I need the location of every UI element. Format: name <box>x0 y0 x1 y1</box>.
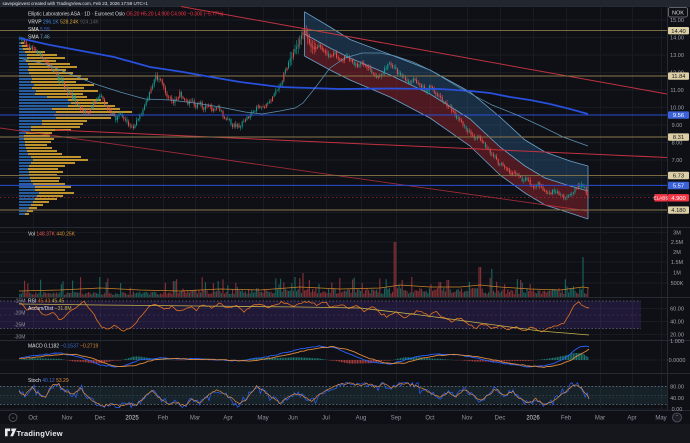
svg-text:2M: 2M <box>673 250 681 256</box>
svg-text:Aug: Aug <box>356 416 367 422</box>
svg-text:ELABS: ELABS <box>653 196 668 201</box>
svg-text:80.00: 80.00 <box>670 385 684 391</box>
svg-text:15.00: 15.00 <box>670 18 684 24</box>
svg-text:2025: 2025 <box>125 416 139 422</box>
svg-text:40.00: 40.00 <box>670 396 684 402</box>
svg-text:13.00: 13.00 <box>670 53 684 59</box>
svg-text:20.00: 20.00 <box>670 333 684 339</box>
svg-text:Apr: Apr <box>223 416 232 422</box>
svg-text:-20M: -20M <box>14 311 25 317</box>
svg-text:Nov: Nov <box>462 416 473 422</box>
svg-text:14.00: 14.00 <box>670 36 684 42</box>
svg-text:May: May <box>655 416 666 422</box>
svg-text:500K: 500K <box>671 281 684 287</box>
svg-text:9.00: 9.00 <box>672 123 683 129</box>
svg-text:savepiginvest created with Tra: savepiginvest created with TradingView.c… <box>3 1 149 6</box>
svg-text:60.00: 60.00 <box>670 307 684 313</box>
svg-text:4.180: 4.180 <box>671 208 686 214</box>
svg-text:4.900: 4.900 <box>671 196 686 202</box>
svg-text:Nov: Nov <box>62 416 73 422</box>
svg-text:9.56: 9.56 <box>673 113 684 119</box>
svg-text:40.00: 40.00 <box>670 320 684 326</box>
svg-text:8.00: 8.00 <box>672 141 683 147</box>
svg-text:3M: 3M <box>673 231 681 237</box>
svg-text:Dec: Dec <box>495 416 506 422</box>
svg-text:RSI 45.43 45.45: RSI 45.43 45.45 <box>28 299 64 305</box>
svg-text:Jun: Jun <box>288 416 298 422</box>
svg-text:1M: 1M <box>673 271 681 277</box>
svg-text:2026: 2026 <box>526 416 540 422</box>
svg-text:Feb: Feb <box>158 416 169 422</box>
svg-text:«: « <box>11 416 14 422</box>
svg-text:5.57: 5.57 <box>673 184 684 190</box>
svg-text:MACD 0.1182 −0.1537 −0.2719: MACD 0.1182 −0.1537 −0.2719 <box>28 344 98 350</box>
svg-text:0.0000: 0.0000 <box>669 358 686 364</box>
svg-text:1.000: 1.000 <box>670 339 684 345</box>
svg-text:TradingView: TradingView <box>17 429 63 438</box>
svg-text:VRVP 296.1K 528.24K 924.14K: VRVP 296.1K 528.24K 924.14K <box>28 20 99 26</box>
svg-text:Elliptic Laboratories ASA · 1D: Elliptic Laboratories ASA · 1D · Euronex… <box>28 12 224 18</box>
svg-text:Apr: Apr <box>627 416 636 422</box>
svg-text:11.84: 11.84 <box>671 74 686 80</box>
svg-text:6.73: 6.73 <box>673 174 684 180</box>
svg-text:2.5M: 2.5M <box>671 240 684 246</box>
svg-text:Mar: Mar <box>190 416 200 422</box>
svg-text:Mar: Mar <box>595 416 605 422</box>
svg-text:Oct: Oct <box>425 416 435 422</box>
svg-text:Oct: Oct <box>28 416 38 422</box>
svg-text:0.00: 0.00 <box>672 407 683 413</box>
svg-text:-15M: -15M <box>14 299 25 305</box>
svg-text:Accum/Dist −31.8M: Accum/Dist −31.8M <box>28 306 72 312</box>
svg-text:Feb: Feb <box>561 416 572 422</box>
svg-text:1.5M: 1.5M <box>671 260 684 266</box>
svg-text:8.31: 8.31 <box>673 135 684 141</box>
svg-text:NOK: NOK <box>672 11 684 17</box>
svg-text:10.00: 10.00 <box>670 106 684 112</box>
svg-text:11.00: 11.00 <box>670 88 683 94</box>
svg-text:Sep: Sep <box>391 416 402 422</box>
svg-text:SMA 5.59: SMA 5.59 <box>28 27 50 33</box>
svg-text:-30M: -30M <box>14 335 25 341</box>
svg-text:SMA 7.46: SMA 7.46 <box>28 35 50 41</box>
svg-text:May: May <box>257 416 268 422</box>
svg-text:-25M: -25M <box>14 323 25 329</box>
svg-text:14.40: 14.40 <box>671 29 686 35</box>
svg-text:ˆ: ˆ <box>676 416 678 422</box>
svg-text:Vol 148.37K 440.25K: Vol 148.37K 440.25K <box>28 232 76 238</box>
svg-text:Dec: Dec <box>95 416 106 422</box>
svg-text:Jul: Jul <box>322 416 330 422</box>
svg-text:Stoch 40.12 53.29: Stoch 40.12 53.29 <box>28 378 69 384</box>
svg-text:7.00: 7.00 <box>672 158 683 164</box>
